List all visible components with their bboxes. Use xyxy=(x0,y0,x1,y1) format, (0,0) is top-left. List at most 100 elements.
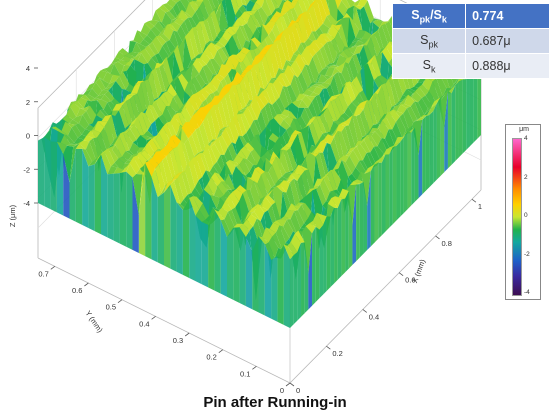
surface-cell xyxy=(345,62,355,83)
surface-skirt xyxy=(389,147,393,228)
surface-cell xyxy=(422,78,433,92)
surface-skirt xyxy=(82,148,89,228)
box-edge xyxy=(289,189,482,384)
surface-cell xyxy=(356,144,367,161)
surface-cell xyxy=(258,236,269,245)
surface-cell xyxy=(137,82,148,114)
surface-cell xyxy=(294,165,305,176)
surface-cell xyxy=(145,161,156,177)
surface-cell xyxy=(101,114,112,122)
surface-cell xyxy=(273,31,284,43)
surface-cell xyxy=(107,166,118,175)
surface-cell xyxy=(344,106,355,119)
surface-cell xyxy=(349,149,360,168)
surface-cell xyxy=(246,190,257,211)
surface-cell xyxy=(210,76,221,91)
surface-cell xyxy=(345,125,355,152)
surface-cell xyxy=(176,71,187,77)
surface-cell xyxy=(169,30,180,50)
z-tick-label: -2 xyxy=(23,165,30,174)
surface-cell xyxy=(111,57,122,64)
surface-cell xyxy=(269,16,280,23)
surface-cell xyxy=(143,35,154,45)
surface-cell xyxy=(307,82,318,88)
surface-cell xyxy=(354,40,365,46)
surface-skirt xyxy=(301,242,305,317)
surface-cell xyxy=(281,109,291,117)
surface-cell xyxy=(415,87,426,98)
surface-cell xyxy=(162,106,173,124)
surface-cell xyxy=(297,71,308,94)
surface-cell xyxy=(170,115,181,135)
surface-cell xyxy=(214,137,225,155)
surface-cell xyxy=(126,98,137,124)
surface-cell xyxy=(156,97,167,115)
surface-cell xyxy=(148,42,159,55)
surface-skirt xyxy=(330,207,335,288)
surface-cell xyxy=(418,98,428,115)
surface-skirt xyxy=(182,198,190,278)
surface-cell xyxy=(188,95,199,111)
surface-cell xyxy=(287,65,298,78)
surface-cell xyxy=(385,129,395,152)
surface-cell xyxy=(340,46,351,55)
surface-cell xyxy=(419,114,430,119)
surface-cell xyxy=(156,35,166,46)
surface-cell xyxy=(240,146,251,160)
stats-row-sk: Sk 0.888μ xyxy=(391,53,550,79)
surface-cell xyxy=(132,42,143,54)
surface-cell xyxy=(199,122,210,149)
surface-cell xyxy=(139,39,150,47)
surface-cell xyxy=(196,0,204,2)
surface-cell xyxy=(214,95,225,100)
surface-cell xyxy=(309,92,320,97)
surface-cell xyxy=(302,226,312,274)
surface-cell xyxy=(158,160,169,190)
surface-skirt xyxy=(458,79,463,158)
surface-skirt xyxy=(414,127,419,202)
surface-cell xyxy=(95,77,106,91)
surface-cell xyxy=(124,59,134,66)
surface-cell xyxy=(349,17,360,38)
surface-cell xyxy=(322,65,333,70)
surface-cell xyxy=(246,70,257,101)
surface-cell xyxy=(316,0,327,24)
surface-cell xyxy=(224,211,235,234)
surface-cell xyxy=(413,115,424,123)
surface-cell xyxy=(168,17,179,31)
surface-cell xyxy=(269,151,280,162)
surface-cell xyxy=(314,82,325,85)
surface-cell xyxy=(268,236,279,258)
surface-cell xyxy=(315,74,326,84)
surface-cell xyxy=(94,121,105,133)
surface-cell xyxy=(221,181,232,190)
surface-cell xyxy=(221,95,232,127)
legend-tick: 0 xyxy=(524,212,528,219)
surface-cell xyxy=(236,16,247,26)
surface-cell xyxy=(257,60,268,90)
surface-cell xyxy=(305,223,316,234)
surface-cell xyxy=(104,148,115,167)
surface-cell xyxy=(326,132,337,136)
surface-cell xyxy=(273,114,284,126)
surface-cell xyxy=(167,23,178,32)
surface-cell xyxy=(370,92,381,124)
surface-cell xyxy=(347,46,358,55)
surface-cell xyxy=(271,0,279,10)
surface-cell xyxy=(152,151,163,165)
surface-cell xyxy=(86,130,97,139)
surface-cell xyxy=(273,78,284,98)
surface-cell xyxy=(265,0,276,15)
surface-cell xyxy=(137,53,148,65)
surface-cell xyxy=(377,138,388,154)
surface-cell xyxy=(323,175,334,192)
surface-cell xyxy=(63,145,74,183)
surface-cell xyxy=(282,172,293,180)
surface-skirt xyxy=(88,164,95,232)
surface-cell xyxy=(113,167,124,174)
surface-cell xyxy=(279,86,290,111)
surface-cell xyxy=(245,99,256,107)
surface-cell xyxy=(331,24,342,32)
surface-cell xyxy=(96,70,107,81)
surface-skirt xyxy=(455,81,459,161)
